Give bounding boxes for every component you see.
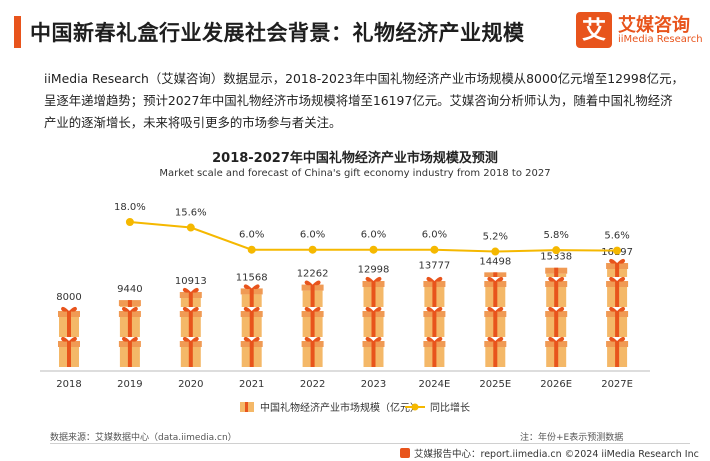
- bar-value-label-2023: 12998: [358, 265, 390, 276]
- bar-value-label-2020: 10913: [175, 276, 207, 287]
- growth-point-2022: [308, 245, 317, 254]
- growth-point-2019: [125, 218, 134, 226]
- bar-gift-box-9-2: [606, 276, 629, 307]
- bar-gift-box-4-0: [301, 336, 324, 367]
- chart-canvas: 8000 2018 9440 2019 10913 2020 11568 2021 12262 2…: [40, 202, 650, 414]
- bar-gift-box-7-2: [484, 276, 507, 307]
- x-tick-label-2021: 2021: [239, 379, 264, 390]
- growth-point-2023: [369, 245, 378, 254]
- bar-gift-box-5-0: [362, 336, 385, 367]
- bar-gift-box-9-0: [606, 336, 629, 367]
- growth-label-2024E: 6.0%: [422, 230, 447, 241]
- x-tick-label-2018: 2018: [56, 379, 81, 390]
- growth-point-2027E: [613, 246, 622, 255]
- logo-en-text: iiMedia Research: [618, 34, 703, 45]
- title-accent-bar: [14, 16, 21, 48]
- x-tick-label-2026E: 2026E: [540, 379, 572, 390]
- bar-gift-box-8-0: [545, 336, 568, 367]
- footer-divider: [50, 443, 690, 444]
- title-bar: 中国新春礼盒行业发展社会背景：礼物经济产业规模: [0, 14, 580, 52]
- report-center-icon: [400, 448, 410, 458]
- bar-value-label-2026E: 15338: [540, 252, 572, 263]
- growth-label-2021: 6.0%: [239, 230, 264, 241]
- bar-gift-box-6-0: [423, 336, 446, 367]
- bar-gift-box-8-2: [545, 276, 568, 307]
- footer-bar: 艾媒报告中心：report.iimedia.cn ©2024 iiMedia R…: [400, 446, 699, 460]
- bar-gift-box-8-1: [545, 306, 568, 337]
- x-tick-label-2022: 2022: [300, 379, 325, 390]
- bar-gift-box-4-1: [301, 306, 324, 337]
- bar-gift-box-5-2: [362, 276, 385, 307]
- growth-label-2019: 18.0%: [114, 202, 146, 213]
- bar-value-label-2018: 8000: [56, 292, 81, 303]
- bar-gift-box-3-1: [240, 306, 263, 337]
- legend-line-marker: [411, 403, 419, 411]
- bar-gift-box-1-0: [118, 336, 141, 367]
- bar-gift-box-7-1: [484, 306, 507, 337]
- bar-gift-box-3-0: [240, 336, 263, 367]
- logo-cn-text: 艾媒咨询: [618, 15, 690, 36]
- bar-value-label-2022: 12262: [297, 269, 329, 280]
- bar-gift-box-0-1: [58, 306, 80, 337]
- bar-gift-box-4-2: [301, 280, 324, 307]
- bar-gift-box-6-1: [423, 306, 446, 337]
- bar-value-label-2019: 9440: [117, 284, 142, 295]
- bar-gift-box-7-0: [484, 336, 507, 367]
- data-source: 数据来源：艾媒数据中心（data.iimedia.cn）: [50, 433, 237, 443]
- growth-label-2025E: 5.2%: [483, 232, 508, 243]
- legend-line-label: 同比增长: [430, 401, 470, 414]
- footer-bar-text: 艾媒报告中心：report.iimedia.cn ©2024 iiMedia R…: [414, 449, 699, 460]
- bar-gift-box-5-1: [362, 306, 385, 337]
- chart-subtitle: Market scale and forecast of China's gif…: [159, 168, 551, 179]
- growth-label-2023: 6.0%: [361, 230, 386, 241]
- legend-bar-swatch: [240, 402, 254, 412]
- x-tick-label-2025E: 2025E: [479, 379, 511, 390]
- x-tick-label-2027E: 2027E: [601, 379, 633, 390]
- bar-gift-box-8-3: [545, 267, 568, 277]
- bar-value-label-2025E: 14498: [479, 256, 511, 267]
- forecast-note: 注：年份+E表示预测数据: [520, 433, 624, 443]
- x-tick-label-2019: 2019: [117, 379, 142, 390]
- page-title: 中国新春礼盒行业发展社会背景：礼物经济产业规模: [30, 21, 525, 45]
- x-tick-label-2024E: 2024E: [419, 379, 451, 390]
- bar-gift-box-2-2: [179, 287, 202, 307]
- growth-point-2026E: [552, 246, 561, 255]
- bar-gift-box-3-2: [240, 284, 263, 307]
- bar-gift-box-2-1: [179, 306, 202, 337]
- chart-title: 2018-2027年中国礼物经济产业市场规模及预测: [212, 151, 498, 166]
- growth-label-2022: 6.0%: [300, 230, 325, 241]
- bar-gift-box-1-2: [118, 300, 141, 307]
- logo-mark-icon: 艾: [576, 12, 612, 48]
- bar-value-label-2021: 11568: [236, 272, 268, 283]
- x-tick-label-2023: 2023: [361, 379, 386, 390]
- legend-bar-label: 中国礼物经济产业市场规模（亿元）: [260, 401, 420, 414]
- x-tick-label-2020: 2020: [178, 379, 203, 390]
- bar-gift-box-9-1: [606, 306, 629, 337]
- bar-gift-box-0-0: [58, 336, 80, 367]
- growth-point-2024E: [430, 245, 439, 254]
- bar-gift-box-1-1: [118, 306, 141, 337]
- growth-label-2026E: 5.8%: [543, 230, 568, 241]
- intro-paragraph: iiMedia Research（艾媒咨询）数据显示，2018-2023年中国礼…: [44, 71, 684, 130]
- bar-gift-box-7-3: [484, 272, 507, 277]
- growth-label-2020: 15.6%: [175, 208, 207, 219]
- bar-gift-box-9-3: [606, 258, 629, 277]
- bar-gift-box-6-2: [423, 276, 446, 307]
- growth-label-2027E: 5.6%: [604, 231, 629, 242]
- growth-point-2025E: [491, 247, 500, 256]
- bar-gift-box-2-0: [179, 336, 202, 367]
- growth-point-2020: [186, 223, 195, 232]
- growth-point-2021: [247, 245, 256, 254]
- bar-value-label-2024E: 13777: [418, 260, 450, 271]
- iimedia-logo: 艾 艾媒咨询 iiMedia Research: [576, 12, 703, 52]
